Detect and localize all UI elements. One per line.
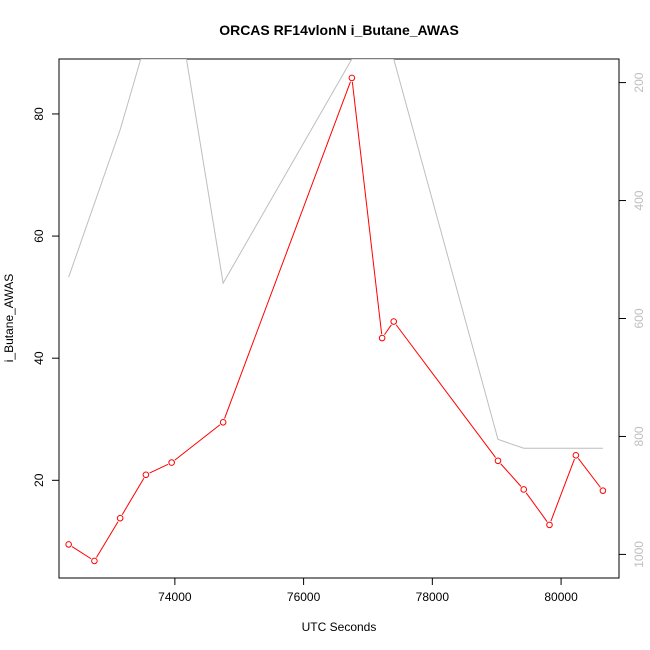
right-tick-label: 400	[632, 190, 646, 210]
series-line-segment	[577, 458, 601, 488]
data-point	[378, 334, 386, 342]
x-axis-label: UTC Seconds	[302, 620, 377, 634]
series-line-segment	[550, 458, 575, 522]
series-line-segment	[500, 463, 522, 487]
series-line-segment	[149, 463, 169, 474]
data-point	[348, 74, 356, 82]
data-point	[520, 486, 528, 493]
right-tick-label: 600	[632, 308, 646, 328]
data-point	[390, 318, 398, 325]
x-tick-label: 80000	[544, 590, 578, 604]
series-line-segment	[351, 81, 383, 335]
y-tick-label: 80	[32, 107, 46, 121]
data-point	[142, 471, 150, 479]
series-line-segment	[384, 324, 392, 336]
data-point	[572, 451, 580, 459]
series-line-segment	[71, 546, 92, 560]
series-group	[68, 59, 603, 449]
x-tick-label: 78000	[416, 590, 450, 604]
series-line-segment	[525, 492, 548, 522]
chart-title: ORCAS RF14vlonN i_Butane_AWAS	[219, 22, 459, 38]
series-layer	[65, 59, 607, 565]
series-line-segment	[96, 521, 119, 558]
data-point	[599, 487, 607, 494]
series-group	[65, 74, 607, 565]
data-point	[91, 557, 98, 565]
series-line-segment	[121, 477, 145, 515]
x-tick-label: 74000	[158, 590, 192, 604]
data-point	[116, 514, 124, 522]
data-point	[546, 521, 553, 529]
data-point	[65, 541, 72, 548]
series-line-segment	[224, 81, 351, 419]
series-line-segment	[395, 324, 496, 458]
y-tick-label: 40	[32, 351, 46, 365]
data-point	[219, 419, 227, 426]
data-point	[494, 457, 502, 465]
x-tick-label: 76000	[287, 590, 321, 604]
y-axis: 20 40 60 80	[32, 107, 59, 487]
series-line	[68, 59, 603, 449]
y-axis-right: 200 400 600 800 1000	[619, 72, 646, 568]
y-axis-label: i_Butane_AWAS	[2, 274, 16, 363]
series-line-segment	[174, 424, 221, 461]
y-tick-label: 60	[32, 229, 46, 243]
x-axis: 74000 76000 78000 80000	[158, 578, 578, 604]
right-tick-label: 200	[632, 72, 646, 92]
y-tick-label: 20	[32, 473, 46, 487]
right-tick-label: 800	[632, 426, 646, 446]
right-tick-label: 1000	[632, 541, 646, 568]
plot-frame	[58, 58, 620, 579]
data-point	[168, 459, 175, 466]
